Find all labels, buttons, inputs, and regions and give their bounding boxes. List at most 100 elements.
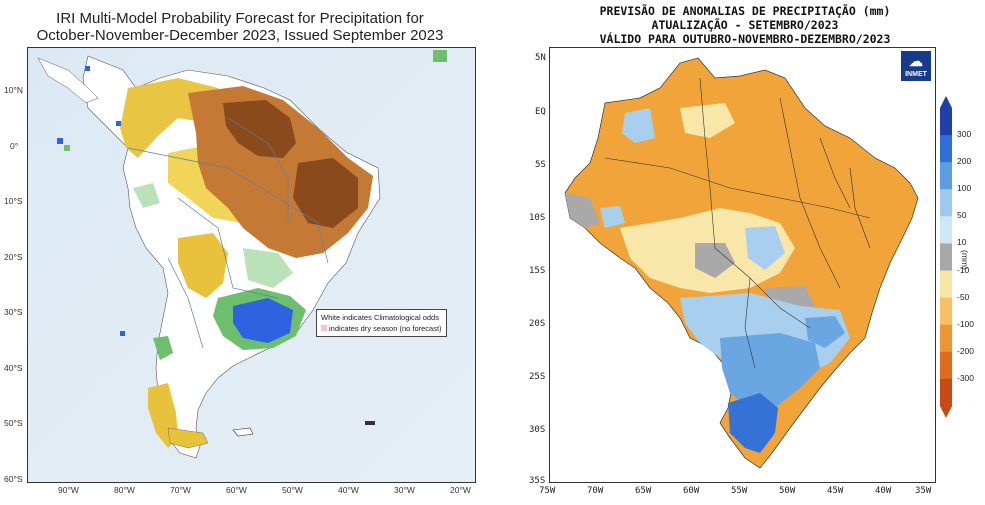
lat-tick: 30°S xyxy=(4,307,23,317)
galapagos-marker-2 xyxy=(64,145,70,151)
lat-tick: 50°S xyxy=(4,418,23,428)
below-normal-weak-central xyxy=(178,233,228,298)
lon-tick: 70°W xyxy=(170,485,191,495)
lat-tick: 35S xyxy=(529,476,546,486)
inmet-logo-text: INMET xyxy=(905,71,927,78)
lat-tick: 15S xyxy=(529,266,546,276)
colorbar-tick-label: -300 xyxy=(957,372,975,383)
lon-tick: 80°W xyxy=(114,485,135,495)
inmet-title-line2: ATUALIZAÇÃO - SETEMBRO/2023 xyxy=(651,18,839,32)
lat-tick: 40°S xyxy=(4,363,23,373)
lat-tick: EQ xyxy=(535,107,546,117)
falkland-islands xyxy=(232,427,254,437)
central-america xyxy=(37,57,99,104)
colorbar-tick-label: 300 xyxy=(957,129,972,140)
colorbar-segment xyxy=(940,297,952,326)
precip-colorbar xyxy=(940,96,952,418)
lon-tick: 60°W xyxy=(226,485,247,495)
galapagos-marker xyxy=(57,138,63,144)
above-normal-light-1 xyxy=(243,248,293,288)
light-blue-acre xyxy=(600,206,625,228)
colorbar-segment xyxy=(940,243,952,272)
legend-dry-season-text: indicates dry season (no forecast) xyxy=(329,324,442,333)
colorbar-top-arrow xyxy=(940,96,952,108)
colorbar-tick-label: 10 xyxy=(957,237,967,248)
lon-tick: 65W xyxy=(635,486,652,496)
iri-map-svg xyxy=(28,48,475,482)
colorbar-segment xyxy=(940,216,952,244)
lat-tick: 30S xyxy=(529,425,546,435)
below-normal-strong-ne xyxy=(293,158,358,228)
atlantic-marker xyxy=(433,50,447,62)
lat-tick: 5S xyxy=(535,160,546,170)
dark-blue-rs xyxy=(728,393,778,453)
lon-tick: 40°W xyxy=(338,485,359,495)
iri-forecast-panel: IRI Multi-Model Probability Forecast for… xyxy=(0,0,480,505)
iri-map: White indicates Climatological odds indi… xyxy=(27,47,476,483)
inmet-map-svg xyxy=(564,57,919,469)
lon-tick: 90°W xyxy=(58,485,79,495)
blue-southeast xyxy=(805,316,845,348)
lon-tick: 45W xyxy=(827,486,844,496)
lat-tick: 10S xyxy=(529,213,546,223)
gray-central xyxy=(695,243,735,278)
legend-dry-season: indicates dry season (no forecast) xyxy=(321,323,442,334)
lon-tick: 35W xyxy=(915,486,932,496)
colorbar-segment xyxy=(940,135,952,163)
lon-tick: 30°W xyxy=(394,485,415,495)
colorbar-tick-label: -100 xyxy=(957,318,975,329)
lon-tick: 75W xyxy=(539,486,556,496)
colorbar-tick-label: -50 xyxy=(957,291,970,302)
inmet-forecast-panel: PREVISÃO DE ANOMALIAS DE PRECIPITAÇÃO (m… xyxy=(505,0,985,505)
lon-tick: 50W xyxy=(779,486,796,496)
colorbar-segment xyxy=(940,378,952,407)
inmet-map: ☁ INMET xyxy=(549,47,936,483)
colorbar-tick-label: -10 xyxy=(957,264,970,275)
iri-title-line1: IRI Multi-Model Probability Forecast for… xyxy=(56,10,424,27)
lat-tick: 10°S xyxy=(4,196,23,206)
colorbar-segment xyxy=(940,162,952,190)
lat-tick: 20°S xyxy=(4,252,23,262)
lon-tick: 50°W xyxy=(282,485,303,495)
above-normal-light-2 xyxy=(133,183,160,208)
light-blue-amazon xyxy=(622,108,655,143)
colorbar-tick-label: 50 xyxy=(957,210,967,221)
inmet-title-line1: PREVISÃO DE ANOMALIAS DE PRECIPITAÇÃO (m… xyxy=(599,4,891,18)
dry-season-swatch xyxy=(321,325,327,331)
colorbar-tick-label: 100 xyxy=(957,183,972,194)
blue-south xyxy=(720,333,820,408)
legend-climatology: White indicates Climatological odds xyxy=(321,313,439,322)
colorbar-segment xyxy=(940,189,952,217)
island-marker-2 xyxy=(116,121,121,126)
colorbar-tick-label: -200 xyxy=(957,345,975,356)
iri-title-line2: October-November-December 2023, Issued S… xyxy=(36,27,444,44)
cloud-icon: ☁ xyxy=(909,53,923,69)
light-blue-central xyxy=(745,226,785,270)
gray-west xyxy=(565,193,600,228)
colorbar-segment xyxy=(940,270,952,299)
lat-tick: 25S xyxy=(529,372,546,382)
lon-tick: 40W xyxy=(875,486,892,496)
colorbar-unit: (mm) xyxy=(960,250,970,270)
south-georgia xyxy=(365,421,375,425)
island-marker xyxy=(85,66,90,71)
colorbar-tick-label: 200 xyxy=(957,156,972,167)
colorbar-bottom-arrow xyxy=(940,406,952,418)
inmet-logo: ☁ INMET xyxy=(901,51,931,81)
lon-tick: 70W xyxy=(587,486,604,496)
tierra-del-fuego xyxy=(167,427,209,449)
country-borders xyxy=(127,117,329,349)
colorbar-segment xyxy=(940,351,952,380)
cream-north xyxy=(680,103,735,138)
state-borders xyxy=(604,77,871,369)
lat-tick: 5N xyxy=(535,53,546,63)
colorbar-segment xyxy=(940,324,952,353)
island-marker-3 xyxy=(120,331,125,336)
lat-tick: 0° xyxy=(10,141,19,151)
lon-tick: 20°W xyxy=(450,485,471,495)
lat-tick: 20S xyxy=(529,319,546,329)
lat-tick: 60°S xyxy=(4,474,23,484)
above-normal-strong xyxy=(233,298,293,343)
lon-tick: 60W xyxy=(683,486,700,496)
lat-tick: 10°N xyxy=(4,85,23,95)
